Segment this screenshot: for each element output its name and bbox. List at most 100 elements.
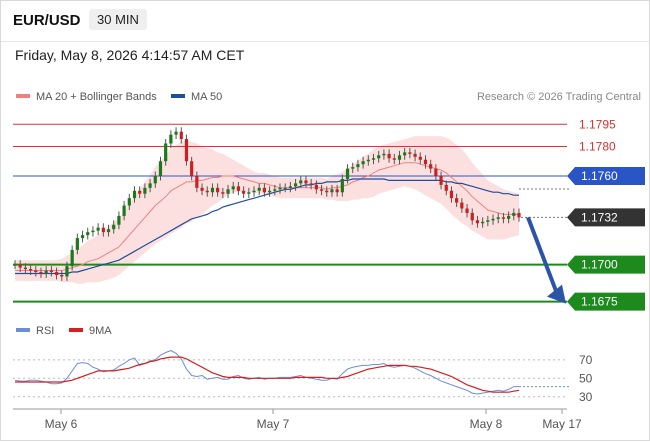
candle-body: [158, 161, 163, 176]
candle-body: [190, 161, 194, 176]
forecast-arrow: [526, 216, 566, 304]
candle-body: [205, 190, 209, 193]
rsi-legend: RSI 9MA: [16, 325, 112, 337]
candle-body: [392, 158, 396, 160]
candle-body: [403, 152, 407, 156]
ma9-legend-swatch: [69, 328, 83, 332]
x-tick-label-1: May 7: [257, 417, 290, 431]
candle-body: [283, 187, 287, 189]
candle-body: [496, 217, 500, 219]
candle-body: [127, 198, 131, 206]
candle-body: [455, 198, 459, 203]
candle-body: [112, 224, 116, 230]
candle-body: [293, 183, 298, 187]
x-tick-label-2: May 8: [470, 417, 503, 431]
candle-body: [330, 189, 334, 193]
x-axis: May 6 May 7 May 8 May 17: [13, 408, 582, 431]
chart-datetime: Friday, May 8, 2026 4:14:57 AM CET: [15, 47, 245, 63]
candle-body: [470, 212, 474, 221]
candle-body: [418, 156, 422, 160]
rsi-legend-label: RSI: [36, 325, 54, 337]
candle-body: [132, 190, 137, 199]
candle-body: [65, 266, 69, 277]
candle-body: [475, 220, 480, 224]
candle-body: [195, 176, 199, 188]
candle-body: [299, 180, 303, 184]
rsi-tick-50: 50: [579, 371, 593, 385]
level-tag-label-4: 1.1700: [581, 258, 618, 272]
candle-body: [481, 221, 485, 224]
candle-body: [138, 190, 142, 194]
candle-body: [28, 269, 33, 271]
x-tick-label-3: May 17: [542, 417, 582, 431]
candle-body: [304, 180, 308, 184]
candle-body: [184, 139, 189, 162]
candle-body: [179, 131, 183, 140]
instrument-label: EUR/USD: [13, 12, 81, 29]
candle-body: [491, 218, 495, 221]
price-level-labels: 1.1795 1.1780 1.1760 1.1732 1.1700 1.1675: [567, 117, 645, 311]
candle-body: [91, 230, 95, 233]
level-label-0: 1.1795: [579, 117, 616, 131]
level-tag-label-2: 1.1760: [581, 169, 618, 183]
timeframe-badge[interactable]: 30 MIN: [89, 9, 147, 30]
candle-body: [70, 249, 74, 267]
moving-averages: [15, 162, 519, 275]
candle-body: [262, 187, 267, 193]
candle-body: [247, 192, 251, 194]
forecast-arrow-head: [547, 284, 566, 304]
candle-body: [200, 187, 204, 191]
candle-body: [501, 217, 506, 219]
ma50-legend-label: MA 50: [191, 91, 222, 103]
candle-body: [75, 238, 79, 250]
level-tag-label-5: 1.1675: [581, 295, 618, 309]
candle-body: [413, 153, 417, 157]
level-tag-4: [567, 255, 645, 274]
candle-body: [314, 184, 318, 190]
bollinger-bands: [15, 136, 519, 284]
candle-body: [236, 186, 241, 191]
candle-body: [210, 187, 215, 193]
rsi-tick-70: 70: [579, 353, 593, 367]
candle-body: [80, 235, 85, 239]
candle-body: [382, 153, 386, 156]
level-label-1: 1.1780: [579, 139, 616, 153]
rsi-panel: 70 50 30: [13, 350, 593, 404]
candle-body: [371, 158, 376, 160]
bollinger-legend-swatch: [16, 94, 30, 98]
candle-body: [106, 229, 111, 233]
candle-body: [122, 205, 126, 216]
candle-body: [309, 183, 313, 185]
candlesticks: [13, 127, 521, 281]
forecast-arrow-shaft: [526, 216, 559, 295]
candle-body: [423, 159, 428, 165]
candle-body: [164, 143, 168, 162]
candle-body: [361, 161, 365, 165]
candle-body: [226, 189, 230, 194]
candle-body: [288, 186, 292, 188]
ma50-legend-swatch: [171, 94, 185, 98]
candle-body: [221, 192, 225, 194]
ma9-legend-label: 9MA: [89, 325, 112, 337]
candle-body: [34, 270, 38, 273]
candle-body: [387, 153, 391, 159]
candle-body: [439, 176, 443, 185]
candle-body: [335, 189, 339, 193]
candle-body: [340, 178, 344, 193]
candle-body: [143, 187, 147, 194]
bollinger-band-area: [15, 136, 519, 284]
candle-body: [397, 155, 402, 160]
ma20-line: [15, 162, 519, 271]
chart-legend: MA 20 + Bollinger Bands MA 50 Research ©…: [16, 91, 641, 103]
rsi-legend-swatch: [16, 328, 30, 332]
candle-body: [153, 176, 157, 184]
rsi-tick-30: 30: [579, 390, 593, 404]
candle-body: [267, 190, 272, 193]
candle-body: [512, 212, 516, 216]
bollinger-legend-label: MA 20 + Bollinger Bands: [36, 91, 157, 103]
level-tag-2: [567, 167, 645, 185]
candle-body: [44, 270, 48, 274]
candle-body: [216, 187, 220, 193]
